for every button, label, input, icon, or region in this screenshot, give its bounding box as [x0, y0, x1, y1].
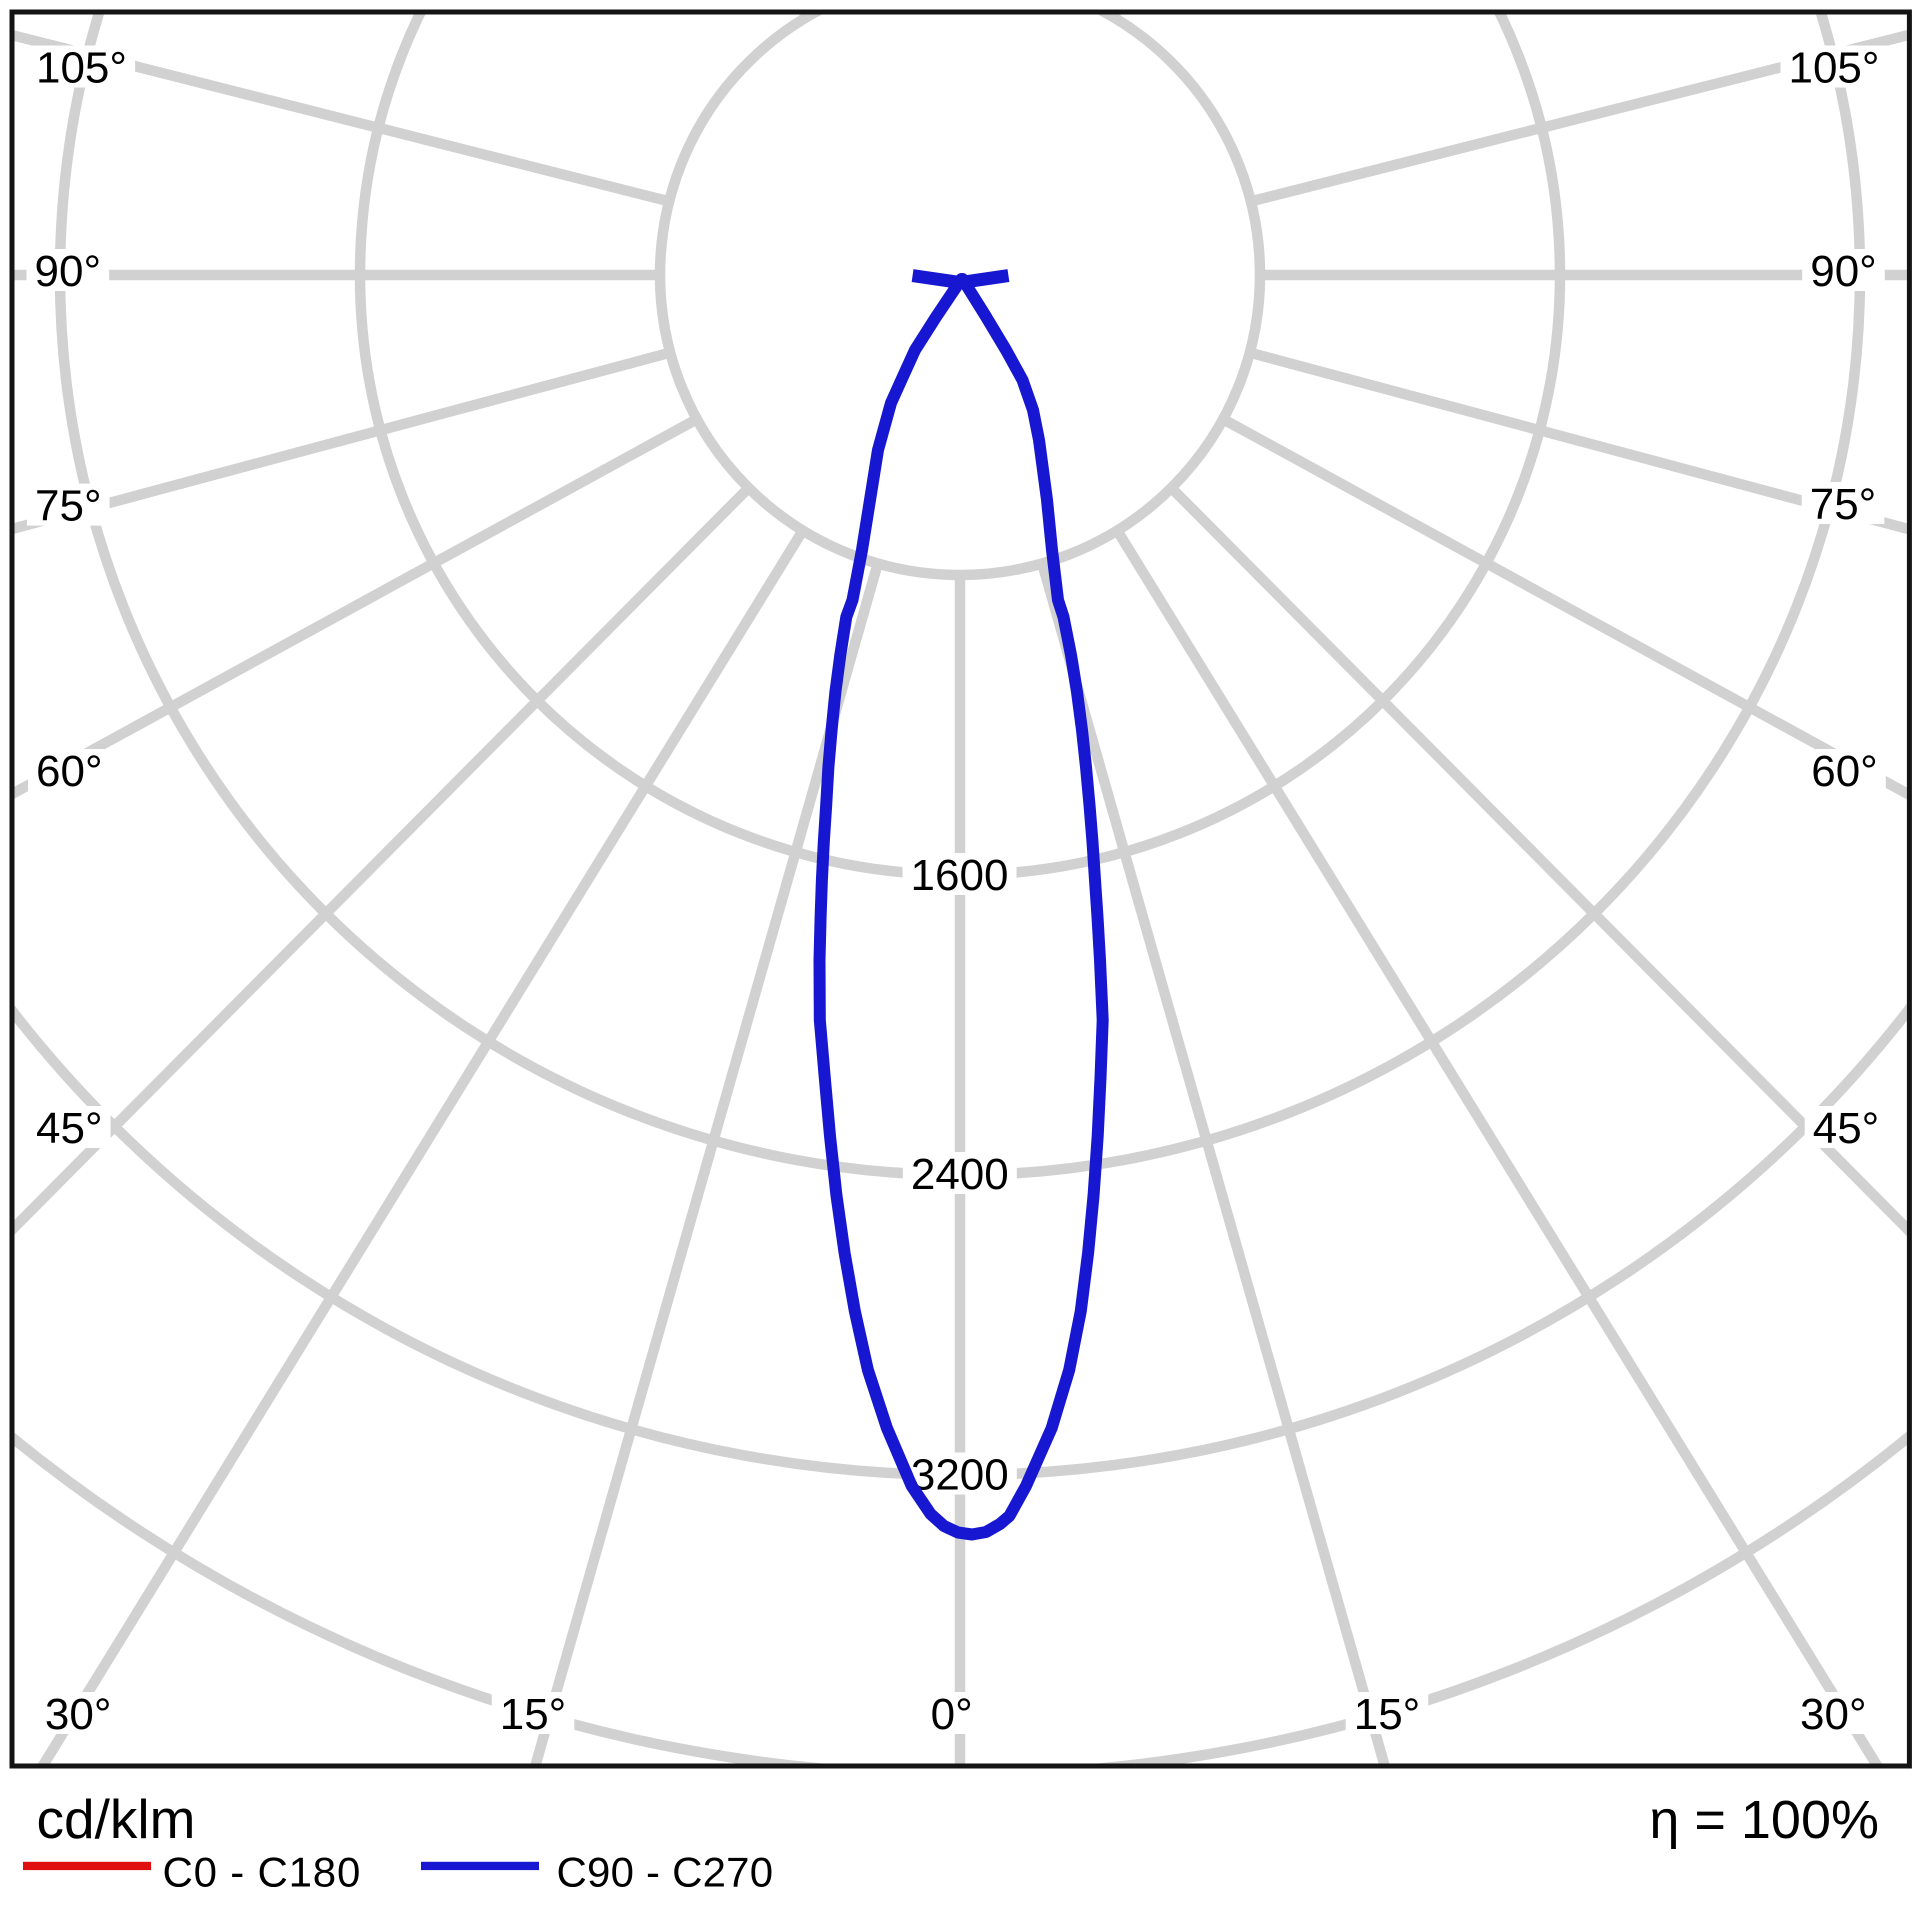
svg-text:C0 - C180: C0 - C180 — [163, 1849, 362, 1896]
svg-text:45°: 45° — [1813, 1104, 1880, 1153]
svg-text:η = 100%: η = 100% — [1649, 1790, 1879, 1850]
svg-text:90°: 90° — [35, 247, 102, 296]
svg-text:1600: 1600 — [911, 851, 1009, 900]
svg-text:105°: 105° — [1788, 43, 1879, 92]
svg-text:15°: 15° — [1354, 1690, 1421, 1739]
svg-text:2400: 2400 — [911, 1150, 1009, 1199]
svg-text:60°: 60° — [1811, 747, 1878, 796]
svg-text:60°: 60° — [36, 747, 103, 796]
svg-text:30°: 30° — [1800, 1690, 1867, 1739]
svg-text:15°: 15° — [500, 1690, 567, 1739]
svg-text:75°: 75° — [35, 482, 102, 531]
svg-text:90°: 90° — [1810, 247, 1877, 296]
svg-text:45°: 45° — [36, 1104, 103, 1153]
svg-text:C90 - C270: C90 - C270 — [557, 1849, 774, 1896]
svg-text:30°: 30° — [45, 1690, 112, 1739]
svg-text:3200: 3200 — [911, 1450, 1009, 1499]
svg-text:0°: 0° — [931, 1690, 973, 1739]
svg-text:75°: 75° — [1810, 480, 1877, 529]
svg-text:cd/klm: cd/klm — [37, 1788, 196, 1850]
svg-text:105°: 105° — [36, 43, 127, 92]
